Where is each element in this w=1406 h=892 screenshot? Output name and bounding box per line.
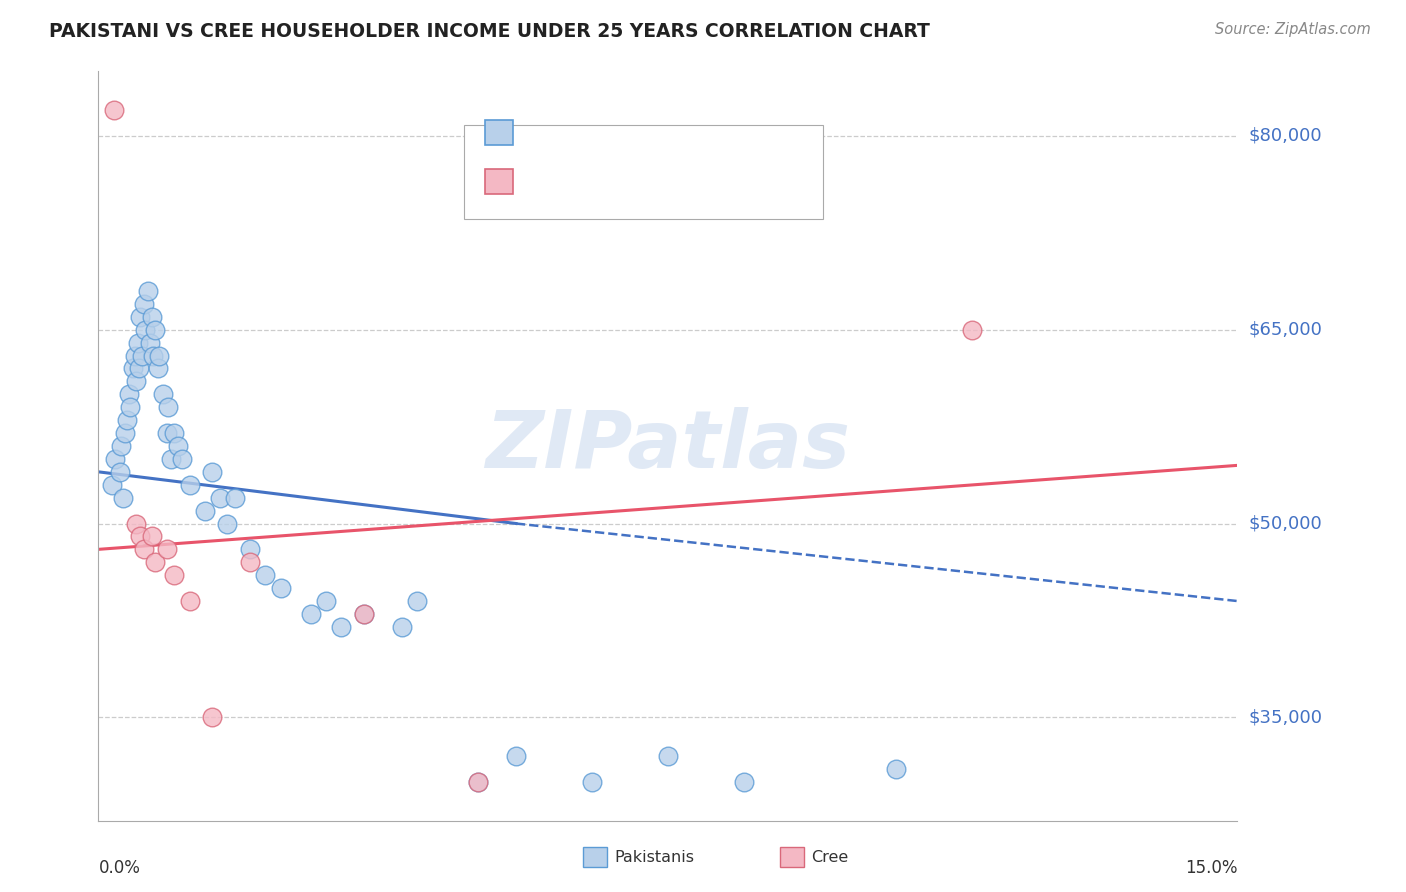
Point xyxy=(884,762,907,776)
Point xyxy=(170,451,193,466)
Text: $50,000: $50,000 xyxy=(1249,515,1322,533)
Point xyxy=(125,516,148,531)
Point xyxy=(505,749,527,764)
Point xyxy=(467,775,489,789)
Text: Pakistanis: Pakistanis xyxy=(614,850,695,864)
Point xyxy=(167,439,190,453)
Text: Source: ZipAtlas.com: Source: ZipAtlas.com xyxy=(1215,22,1371,37)
Point xyxy=(124,349,146,363)
Point xyxy=(254,568,277,582)
Point xyxy=(110,439,132,453)
Point xyxy=(353,607,375,621)
Point xyxy=(101,477,124,491)
Point xyxy=(114,426,136,441)
Point xyxy=(960,323,983,337)
Point xyxy=(141,529,163,543)
Point xyxy=(125,375,148,389)
Point xyxy=(103,103,125,117)
Point xyxy=(111,491,134,505)
Point xyxy=(129,529,152,543)
Point xyxy=(129,310,152,324)
Point xyxy=(217,516,239,531)
Text: ZIPatlas: ZIPatlas xyxy=(485,407,851,485)
Point xyxy=(224,491,246,505)
Point xyxy=(145,555,167,569)
Point xyxy=(159,451,181,466)
Point xyxy=(108,465,131,479)
Point xyxy=(152,387,174,401)
Point xyxy=(136,284,159,298)
Point xyxy=(157,401,180,415)
Text: R = -0.111   N = 53: R = -0.111 N = 53 xyxy=(523,124,695,142)
Point xyxy=(131,349,153,363)
Point xyxy=(145,323,167,337)
Point xyxy=(132,297,155,311)
Point xyxy=(330,620,353,634)
Point xyxy=(657,749,679,764)
Point xyxy=(163,568,186,582)
Point xyxy=(134,323,156,337)
Point xyxy=(179,477,201,491)
Point xyxy=(132,542,155,557)
Point xyxy=(239,555,262,569)
Point xyxy=(127,335,149,350)
Point xyxy=(117,413,139,427)
Point xyxy=(156,426,179,441)
Point xyxy=(201,465,224,479)
Point xyxy=(239,542,262,557)
Point xyxy=(120,401,142,415)
Point xyxy=(142,349,165,363)
Point xyxy=(163,426,186,441)
Text: PAKISTANI VS CREE HOUSEHOLDER INCOME UNDER 25 YEARS CORRELATION CHART: PAKISTANI VS CREE HOUSEHOLDER INCOME UND… xyxy=(49,22,931,41)
Point xyxy=(194,503,217,517)
Point xyxy=(139,335,162,350)
Text: Cree: Cree xyxy=(811,850,848,864)
Point xyxy=(121,361,143,376)
Text: $65,000: $65,000 xyxy=(1249,321,1322,339)
Point xyxy=(270,581,292,595)
Point xyxy=(467,775,489,789)
Point xyxy=(353,607,375,621)
Point xyxy=(391,620,413,634)
Point xyxy=(118,387,141,401)
Point xyxy=(315,594,337,608)
Point xyxy=(156,542,179,557)
Point xyxy=(141,310,163,324)
Point xyxy=(299,607,322,621)
Point xyxy=(201,710,224,724)
Point xyxy=(179,594,201,608)
Point xyxy=(148,349,170,363)
Text: R = 0.130   N = 14: R = 0.130 N = 14 xyxy=(523,172,688,190)
Text: $80,000: $80,000 xyxy=(1249,127,1322,145)
Point xyxy=(104,451,127,466)
Point xyxy=(581,775,603,789)
Point xyxy=(406,594,429,608)
Point xyxy=(733,775,755,789)
Text: $35,000: $35,000 xyxy=(1249,708,1323,726)
Point xyxy=(146,361,169,376)
Text: 0.0%: 0.0% xyxy=(98,859,141,878)
Text: 15.0%: 15.0% xyxy=(1185,859,1237,878)
Point xyxy=(208,491,231,505)
Point xyxy=(128,361,150,376)
